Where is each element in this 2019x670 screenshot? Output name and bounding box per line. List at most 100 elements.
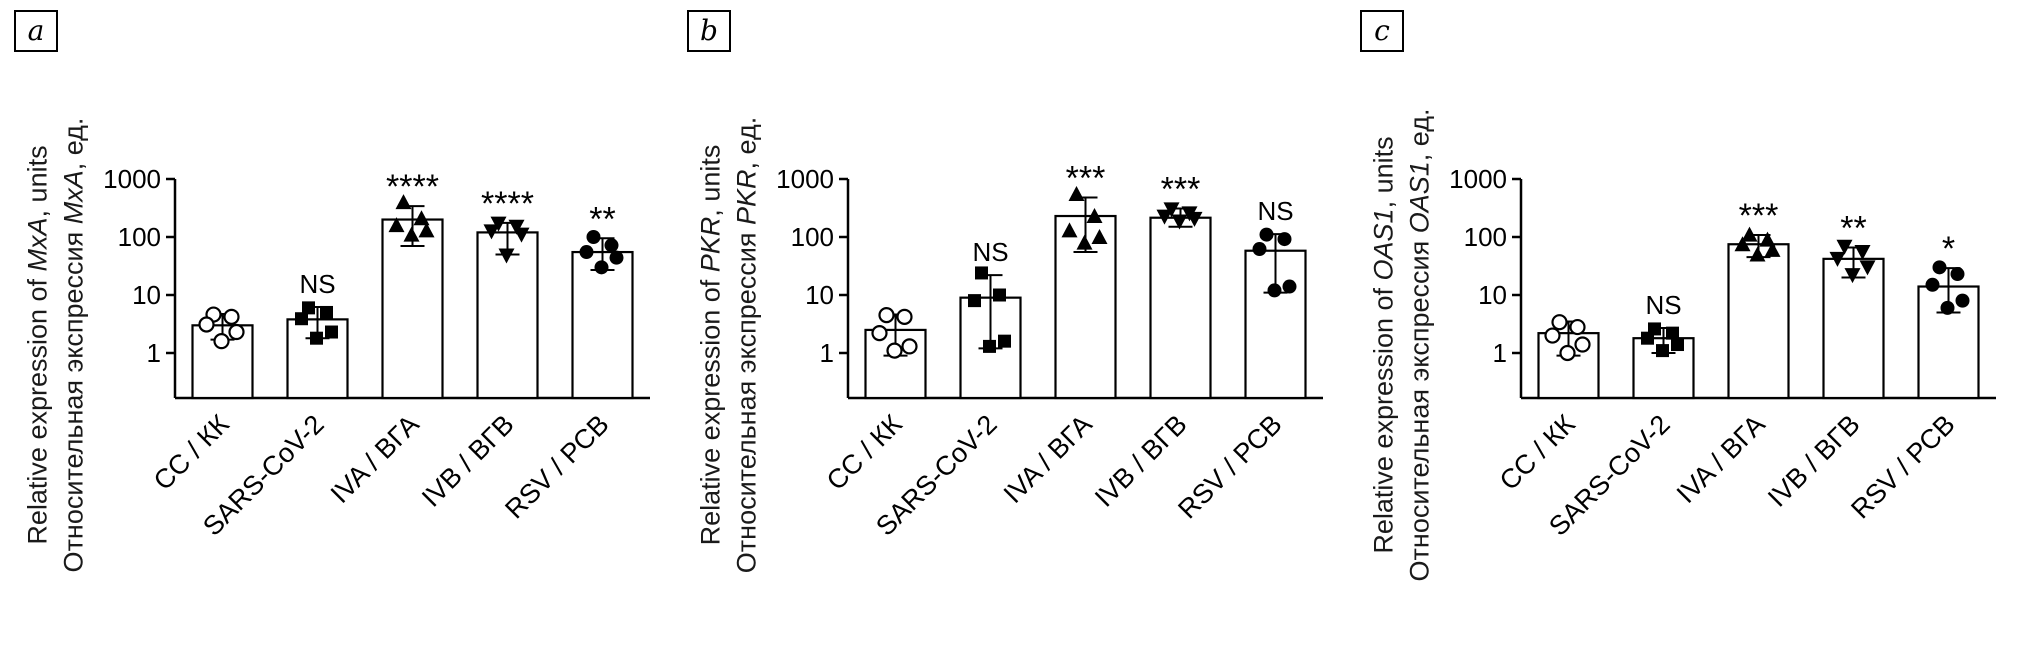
data-point-circle — [1259, 227, 1274, 242]
data-point-triangle-down — [513, 227, 530, 243]
significance-label: *** — [1066, 159, 1106, 197]
significance-label: ** — [1840, 209, 1866, 247]
x-tick-label: RSV / РСВ — [1845, 409, 1960, 524]
significance-label: ** — [589, 200, 615, 238]
data-point-open-circle — [198, 316, 215, 333]
data-point-circle — [1252, 242, 1267, 257]
data-point-triangle-up — [1086, 208, 1103, 224]
y-title-ru-suffix: , ед. — [59, 117, 89, 171]
data-point-square — [1641, 331, 1654, 345]
data-point-square — [993, 288, 1006, 302]
y-title-en-prefix: Relative expression of — [22, 271, 53, 545]
significance-label: **** — [386, 168, 439, 206]
y-axis-title-ru: Относительная экспрессия PKR, ед. — [729, 117, 765, 573]
y-tick-label: 100 — [1464, 222, 1507, 252]
data-point-open-circle — [886, 342, 903, 359]
data-point-open-circle — [878, 307, 895, 324]
data-point-square — [1671, 338, 1684, 352]
y-tick-label: 10 — [1478, 280, 1507, 310]
data-point-triangle-down — [483, 224, 500, 240]
y-axis-title-ru: Относительная экспрессия OAS1, ед. — [1402, 109, 1438, 582]
gene-name: PKR — [732, 169, 762, 226]
bar — [381, 218, 444, 400]
significance-label: **** — [481, 185, 534, 223]
data-point-square — [1656, 344, 1669, 358]
panel-c: c Relative expression of OAS1, units Отн… — [1346, 0, 2019, 670]
x-tick-label: CC / КК — [148, 409, 235, 496]
data-point-square — [320, 305, 333, 319]
significance-label: NS — [1645, 290, 1681, 320]
x-tick-label: RSV / РСВ — [1172, 409, 1287, 524]
significance-label: NS — [1257, 196, 1293, 226]
data-point-triangle-down — [1829, 251, 1846, 267]
y-title-ru-suffix: , ед. — [732, 116, 762, 170]
gene-name: PKR — [695, 216, 726, 273]
x-tick-label: RSV / РСВ — [499, 409, 614, 524]
y-tick-label: 100 — [118, 222, 161, 252]
data-point-triangle-up — [1061, 222, 1078, 238]
y-title-en-suffix: , units — [695, 144, 726, 217]
data-point-triangle-up — [403, 226, 420, 242]
y-title-ru-prefix: Относительная экспрессия — [1405, 233, 1435, 582]
y-title-ru-prefix: Относительная экспрессия — [732, 225, 762, 574]
bar — [1149, 216, 1212, 400]
y-axis-title-c: Relative expression of OAS1, units Относ… — [1366, 109, 1439, 582]
data-point-circle — [1277, 232, 1292, 247]
data-point-square — [325, 325, 338, 339]
x-tick-label: CC / КК — [821, 409, 908, 496]
panel-label-box-b: b — [687, 10, 731, 52]
data-point-triangle-up — [1091, 229, 1108, 244]
gene-name: MxA — [59, 170, 89, 225]
y-tick-label: 10 — [805, 280, 834, 310]
data-point-open-circle — [896, 308, 913, 325]
data-point-circle — [586, 230, 601, 244]
y-title-en-suffix: , units — [22, 145, 53, 218]
panel-b: b Relative expression of PKR, units Отно… — [673, 0, 1346, 670]
y-tick-label: 1 — [1493, 338, 1507, 368]
data-point-circle — [579, 245, 594, 260]
y-axis-title-ru: Относительная экспрессия MxA, ед. — [56, 118, 92, 573]
data-point-square — [983, 339, 996, 353]
data-point-triangle-down — [508, 219, 525, 235]
data-point-open-circle — [901, 338, 918, 355]
x-tick-label: IVA / ВГА — [1671, 409, 1771, 509]
data-point-triangle-down — [1156, 209, 1173, 225]
data-point-circle — [1932, 260, 1947, 275]
data-point-open-circle — [1544, 327, 1561, 344]
data-point-square — [1666, 326, 1679, 340]
data-point-square — [975, 266, 988, 280]
data-point-triangle-up — [1068, 186, 1085, 202]
data-point-triangle-up — [1741, 226, 1758, 242]
bar — [571, 250, 634, 400]
data-point-circle — [594, 260, 609, 275]
data-point-triangle-down — [490, 216, 507, 232]
panel-a: a Relative expression of MxA, units Отно… — [0, 0, 673, 670]
x-tick-label: IVA / ВГА — [325, 409, 425, 509]
x-tick-label: CC / КК — [1494, 409, 1581, 496]
data-point-triangle-up — [1759, 231, 1776, 247]
bar — [1822, 257, 1885, 400]
data-point-triangle-down — [1859, 260, 1876, 276]
y-tick-label: 100 — [791, 222, 834, 252]
significance-label: * — [1942, 230, 1955, 268]
data-point-triangle-up — [1734, 236, 1751, 252]
panel-letter-b: b — [700, 14, 718, 47]
data-point-triangle-down — [1186, 211, 1203, 227]
y-axis-title-en: Relative expression of PKR, units — [693, 117, 729, 573]
data-point-square — [968, 294, 981, 308]
data-point-triangle-up — [1764, 241, 1781, 257]
data-point-open-circle — [213, 333, 230, 350]
significance-label: NS — [299, 269, 335, 299]
data-point-triangle-up — [1076, 234, 1093, 250]
data-point-triangle-down — [1854, 245, 1871, 261]
data-point-square — [302, 301, 315, 315]
data-point-triangle-down — [498, 248, 515, 264]
y-tick-label: 1 — [820, 338, 834, 368]
data-point-triangle-up — [413, 210, 430, 226]
panel-label-box-c: c — [1360, 10, 1404, 52]
data-point-triangle-up — [1749, 246, 1766, 262]
